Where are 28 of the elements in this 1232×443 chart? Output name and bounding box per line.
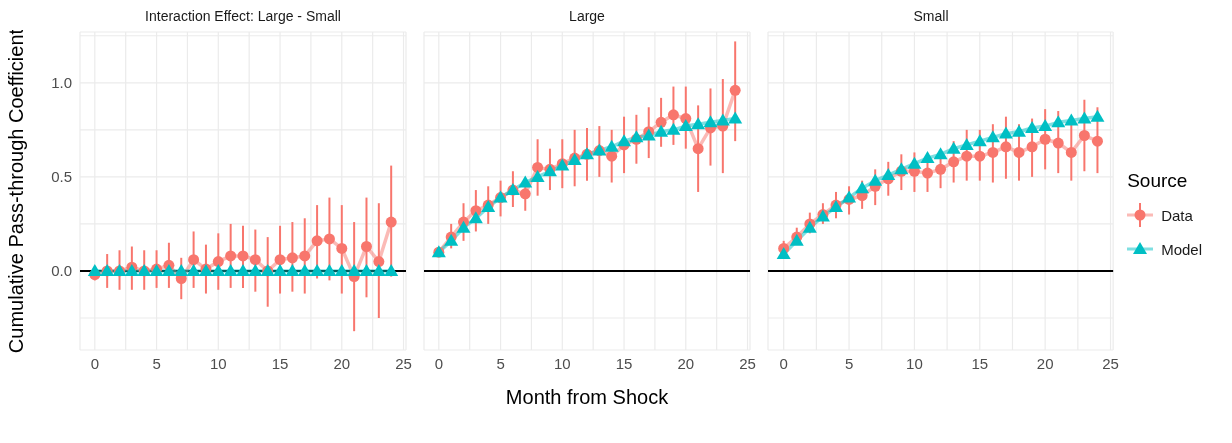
x-tick-label: 5 xyxy=(844,354,854,372)
x-tick-label: 25 xyxy=(739,354,756,372)
x-tick-label: 0 xyxy=(434,354,443,372)
x-tick-label: 20 xyxy=(1036,354,1054,372)
x-tick-label: 10 xyxy=(906,354,923,372)
x-tick-label: 15 xyxy=(271,354,289,372)
y-tick-label: 1.0 xyxy=(51,74,72,92)
chart-title: Small xyxy=(912,8,950,26)
x-tick-label: 15 xyxy=(615,354,633,372)
chart-title: Large xyxy=(568,8,606,26)
x-tick-label: 20 xyxy=(333,354,351,372)
x-axis-title: Month from Shock xyxy=(505,386,670,408)
x-tick-label: 0 xyxy=(90,354,99,372)
y-tick-label: 0.0 xyxy=(51,262,72,280)
chart-title: Interaction Effect: Large - Small xyxy=(144,8,342,26)
x-tick-label: 10 xyxy=(209,354,227,372)
legend-label: Data xyxy=(1161,206,1193,224)
x-tick-label: 20 xyxy=(677,354,695,372)
y-tick-label: 0.5 xyxy=(51,168,72,186)
x-tick-label: 0 xyxy=(779,354,788,372)
x-tick-label: 5 xyxy=(496,354,505,372)
legend-title: Source xyxy=(1127,170,1189,192)
x-tick-label: 15 xyxy=(971,354,989,372)
x-tick-label: 10 xyxy=(553,354,571,372)
x-tick-label: 5 xyxy=(152,354,161,372)
x-tick-label: 25 xyxy=(395,354,412,372)
x-tick-label: 25 xyxy=(1102,354,1119,372)
legend-label: Model xyxy=(1161,240,1202,258)
